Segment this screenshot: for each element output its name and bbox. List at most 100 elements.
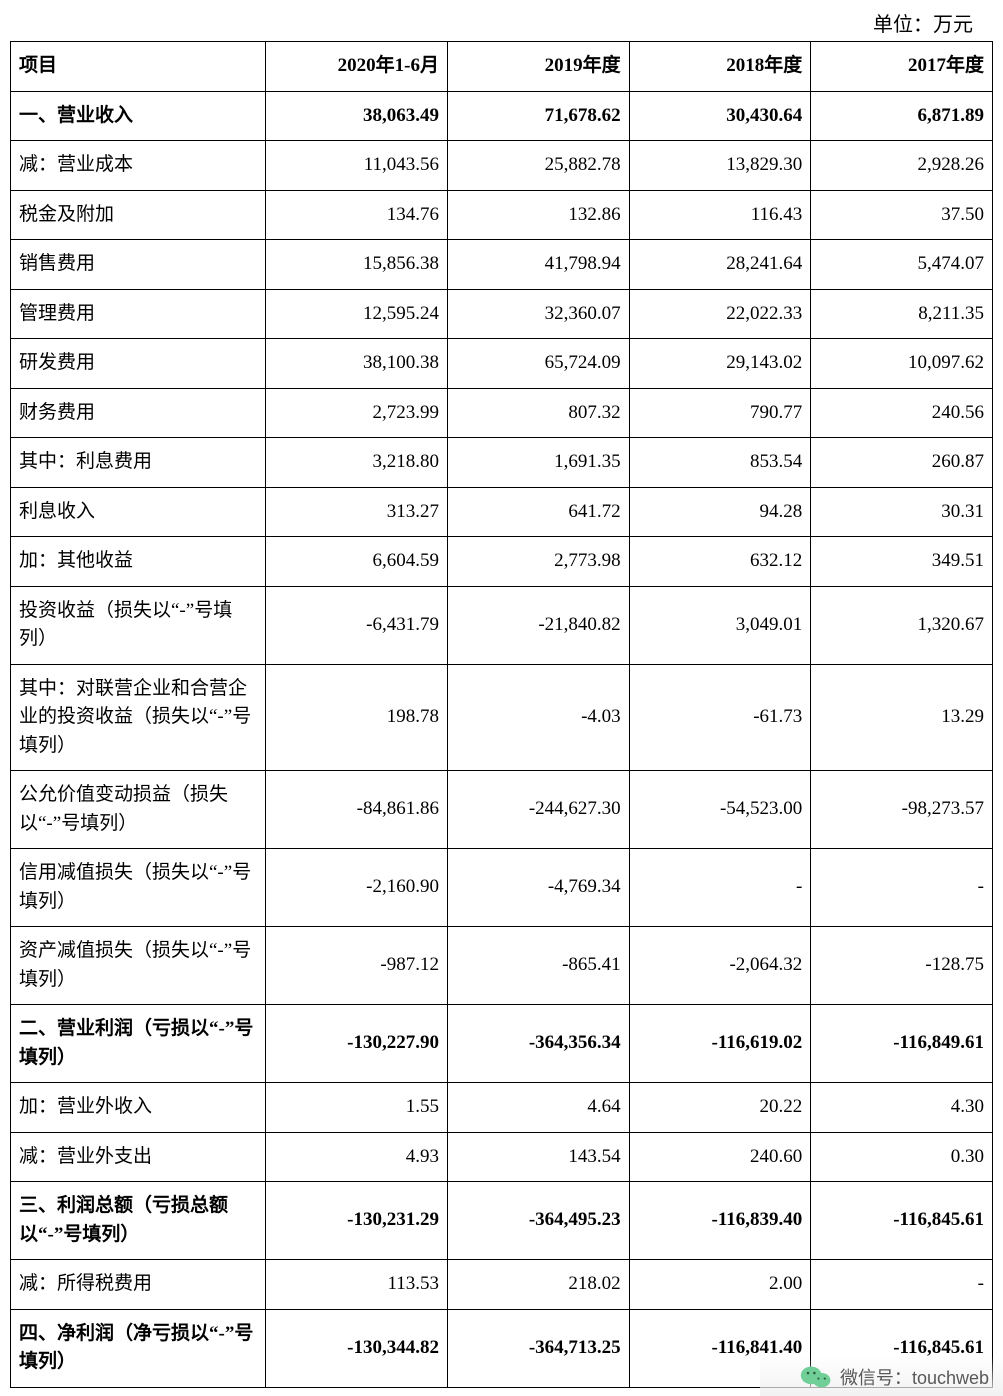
row-value: 13,829.30 bbox=[629, 141, 811, 191]
table-row: 管理费用12,595.2432,360.0722,022.338,211.35 bbox=[11, 289, 993, 339]
row-value: 11,043.56 bbox=[266, 141, 448, 191]
row-value: -84,861.86 bbox=[266, 771, 448, 849]
row-value: 3,218.80 bbox=[266, 438, 448, 488]
row-value: 113.53 bbox=[266, 1260, 448, 1310]
row-value: 4.93 bbox=[266, 1132, 448, 1182]
row-value: 632.12 bbox=[629, 537, 811, 587]
row-value: -116,845.61 bbox=[811, 1182, 993, 1260]
row-value: - bbox=[811, 1260, 993, 1310]
row-value: 641.72 bbox=[447, 487, 629, 537]
row-value: -4.03 bbox=[447, 664, 629, 771]
row-label: 减：营业外支出 bbox=[11, 1132, 266, 1182]
row-value: -4,769.34 bbox=[447, 849, 629, 927]
row-label: 税金及附加 bbox=[11, 190, 266, 240]
table-row: 研发费用38,100.3865,724.0929,143.0210,097.62 bbox=[11, 339, 993, 389]
row-label: 三、利润总额（亏损总额以“-”号填列） bbox=[11, 1182, 266, 1260]
row-label: 减：营业成本 bbox=[11, 141, 266, 191]
row-value: -130,344.82 bbox=[266, 1309, 448, 1387]
row-label: 投资收益（损失以“-”号填列） bbox=[11, 586, 266, 664]
row-value: 22,022.33 bbox=[629, 289, 811, 339]
row-value: 37.50 bbox=[811, 190, 993, 240]
row-value: 218.02 bbox=[447, 1260, 629, 1310]
row-value: -54,523.00 bbox=[629, 771, 811, 849]
row-value: -130,227.90 bbox=[266, 1005, 448, 1083]
row-value: -364,713.25 bbox=[447, 1309, 629, 1387]
table-row: 加：营业外收入1.554.6420.224.30 bbox=[11, 1083, 993, 1133]
unit-label: 单位：万元 bbox=[10, 8, 993, 37]
row-value: 2,723.99 bbox=[266, 388, 448, 438]
col-header-item: 项目 bbox=[11, 42, 266, 92]
row-value: 38,100.38 bbox=[266, 339, 448, 389]
row-value: -244,627.30 bbox=[447, 771, 629, 849]
row-value: 3,049.01 bbox=[629, 586, 811, 664]
row-label: 二、营业利润（亏损以“-”号填列） bbox=[11, 1005, 266, 1083]
table-row: 投资收益（损失以“-”号填列）-6,431.79-21,840.823,049.… bbox=[11, 586, 993, 664]
row-value: 807.32 bbox=[447, 388, 629, 438]
footer-bar: 微信号：touchweb bbox=[760, 1356, 1003, 1396]
row-value: - bbox=[629, 849, 811, 927]
table-row: 二、营业利润（亏损以“-”号填列）-130,227.90-364,356.34-… bbox=[11, 1005, 993, 1083]
row-value: 1,320.67 bbox=[811, 586, 993, 664]
row-value: 71,678.62 bbox=[447, 91, 629, 141]
row-value: -364,495.23 bbox=[447, 1182, 629, 1260]
row-value: 28,241.64 bbox=[629, 240, 811, 290]
row-value: 1,691.35 bbox=[447, 438, 629, 488]
row-value: 41,798.94 bbox=[447, 240, 629, 290]
table-row: 三、利润总额（亏损总额以“-”号填列）-130,231.29-364,495.2… bbox=[11, 1182, 993, 1260]
row-label: 公允价值变动损益（损失以“-”号填列） bbox=[11, 771, 266, 849]
table-row: 信用减值损失（损失以“-”号填列）-2,160.90-4,769.34-- bbox=[11, 849, 993, 927]
table-row: 其中：利息费用3,218.801,691.35853.54260.87 bbox=[11, 438, 993, 488]
footer-prefix: 微信号： bbox=[840, 1368, 912, 1388]
row-label: 管理费用 bbox=[11, 289, 266, 339]
row-value: -2,064.32 bbox=[629, 927, 811, 1005]
row-value: 134.76 bbox=[266, 190, 448, 240]
row-value: 260.87 bbox=[811, 438, 993, 488]
row-value: 94.28 bbox=[629, 487, 811, 537]
footer-text: 微信号：touchweb bbox=[840, 1364, 989, 1390]
row-label: 其中：利息费用 bbox=[11, 438, 266, 488]
row-value: -98,273.57 bbox=[811, 771, 993, 849]
row-value: -130,231.29 bbox=[266, 1182, 448, 1260]
row-value: 2,773.98 bbox=[447, 537, 629, 587]
row-value: 8,211.35 bbox=[811, 289, 993, 339]
row-value: -116,839.40 bbox=[629, 1182, 811, 1260]
row-value: 349.51 bbox=[811, 537, 993, 587]
wechat-icon bbox=[800, 1364, 832, 1390]
row-value: 6,871.89 bbox=[811, 91, 993, 141]
row-value: 30,430.64 bbox=[629, 91, 811, 141]
table-row: 销售费用15,856.3841,798.9428,241.645,474.07 bbox=[11, 240, 993, 290]
table-body: 一、营业收入38,063.4971,678.6230,430.646,871.8… bbox=[11, 91, 993, 1387]
table-row: 减：营业外支出4.93143.54240.600.30 bbox=[11, 1132, 993, 1182]
table-row: 公允价值变动损益（损失以“-”号填列）-84,861.86-244,627.30… bbox=[11, 771, 993, 849]
row-label: 加：其他收益 bbox=[11, 537, 266, 587]
table-row: 加：其他收益6,604.592,773.98632.12349.51 bbox=[11, 537, 993, 587]
row-value: 32,360.07 bbox=[447, 289, 629, 339]
row-value: 853.54 bbox=[629, 438, 811, 488]
row-value: 65,724.09 bbox=[447, 339, 629, 389]
row-value: 4.30 bbox=[811, 1083, 993, 1133]
col-header-2017: 2017年度 bbox=[811, 42, 993, 92]
col-header-2019: 2019年度 bbox=[447, 42, 629, 92]
row-value: 240.56 bbox=[811, 388, 993, 438]
row-value: 6,604.59 bbox=[266, 537, 448, 587]
row-value: 38,063.49 bbox=[266, 91, 448, 141]
row-value: 10,097.62 bbox=[811, 339, 993, 389]
row-label: 加：营业外收入 bbox=[11, 1083, 266, 1133]
row-label: 销售费用 bbox=[11, 240, 266, 290]
row-value: -987.12 bbox=[266, 927, 448, 1005]
table-header-row: 项目 2020年1-6月 2019年度 2018年度 2017年度 bbox=[11, 42, 993, 92]
row-value: -128.75 bbox=[811, 927, 993, 1005]
table-row: 其中：对联营企业和合营企业的投资收益（损失以“-”号填列）198.78-4.03… bbox=[11, 664, 993, 771]
row-value: 30.31 bbox=[811, 487, 993, 537]
table-row: 一、营业收入38,063.4971,678.6230,430.646,871.8… bbox=[11, 91, 993, 141]
table-row: 税金及附加134.76132.86116.4337.50 bbox=[11, 190, 993, 240]
row-value: -865.41 bbox=[447, 927, 629, 1005]
row-value: 132.86 bbox=[447, 190, 629, 240]
row-label: 资产减值损失（损失以“-”号填列） bbox=[11, 927, 266, 1005]
row-value: -2,160.90 bbox=[266, 849, 448, 927]
row-value: 20.22 bbox=[629, 1083, 811, 1133]
table-row: 减：营业成本11,043.5625,882.7813,829.302,928.2… bbox=[11, 141, 993, 191]
row-label: 财务费用 bbox=[11, 388, 266, 438]
row-value: 25,882.78 bbox=[447, 141, 629, 191]
row-value: 29,143.02 bbox=[629, 339, 811, 389]
